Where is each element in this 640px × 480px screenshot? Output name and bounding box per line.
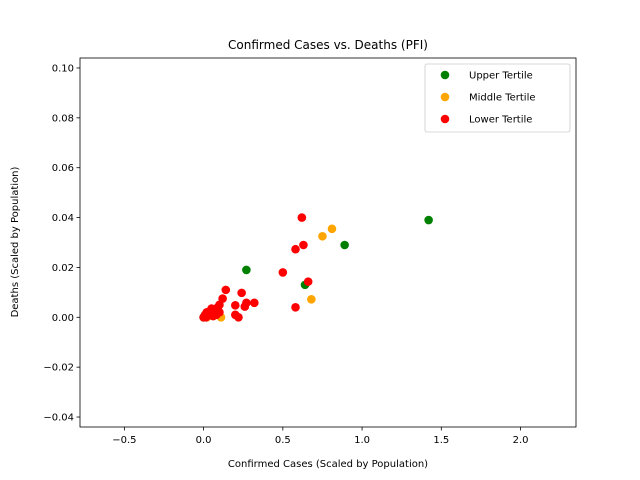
legend-label-lower-tertile: Lower Tertile	[469, 115, 532, 126]
x-axis-label: Confirmed Cases (Scaled by Population)	[228, 459, 428, 470]
point-lower-tertile-11	[230, 301, 240, 310]
point-middle-tertile-0	[327, 224, 337, 234]
point-lower-tertile-10	[250, 298, 259, 308]
y-tick-label: 0.02	[52, 263, 74, 274]
x-tick-label: 2.0	[513, 435, 529, 446]
legend: Upper Tertile Middle Tertile Lower Tertile	[424, 63, 571, 133]
legend-label-upper-tertile: Upper Tertile	[469, 71, 533, 82]
point-lower-tertile-6	[221, 285, 231, 295]
y-tick-label: 0.06	[52, 163, 74, 174]
point-lower-tertile-4	[278, 268, 288, 277]
legend-box	[424, 63, 571, 133]
chart-title: Confirmed Cases vs. Deaths (PFI)	[228, 38, 428, 52]
point-lower-tertile-1	[299, 240, 308, 250]
points-layer	[199, 213, 433, 322]
point-upper-tertile-1	[340, 240, 349, 250]
x-axis: −0.5 0.0 0.5 1.0 1.5 2.0	[112, 427, 528, 446]
legend-marker-middle-tertile	[440, 92, 450, 102]
y-tick-label: 0.00	[52, 313, 74, 324]
y-tick-label: −0.04	[43, 413, 74, 424]
x-tick-label: −0.5	[112, 435, 136, 446]
y-tick-label: 0.04	[52, 213, 74, 224]
x-tick-label: 1.0	[354, 435, 370, 446]
point-upper-tertile-2	[242, 265, 251, 275]
point-lower-tertile-7	[237, 288, 246, 298]
point-lower-tertile-2	[291, 244, 300, 254]
point-lower-tertile-34	[200, 310, 210, 320]
legend-marker-upper-tertile	[440, 70, 450, 80]
y-axis-label: Deaths (Scaled by Population)	[10, 166, 21, 317]
x-tick-label: 0.0	[196, 435, 212, 446]
point-lower-tertile-3	[303, 277, 313, 286]
point-lower-tertile-31	[211, 310, 221, 320]
y-tick-label: 0.08	[52, 113, 74, 124]
x-tick-label: 0.5	[275, 435, 291, 446]
y-axis: −0.04 −0.02 0.00 0.02 0.04 0.06 0.08 0.10	[43, 63, 80, 424]
point-lower-tertile-5	[291, 303, 300, 312]
point-middle-tertile-2	[307, 295, 316, 304]
y-tick-label: 0.10	[52, 63, 74, 74]
plot-frame	[79, 57, 577, 428]
point-upper-tertile-0	[424, 215, 433, 225]
point-lower-tertile-14	[234, 312, 243, 322]
point-lower-tertile-12	[240, 302, 250, 311]
point-middle-tertile-1	[318, 231, 327, 241]
legend-label-middle-tertile: Middle Tertile	[469, 93, 536, 104]
legend-marker-lower-tertile	[440, 114, 450, 124]
y-tick-label: −0.02	[43, 363, 74, 374]
x-tick-label: 1.5	[433, 435, 449, 446]
point-lower-tertile-0	[297, 213, 307, 222]
